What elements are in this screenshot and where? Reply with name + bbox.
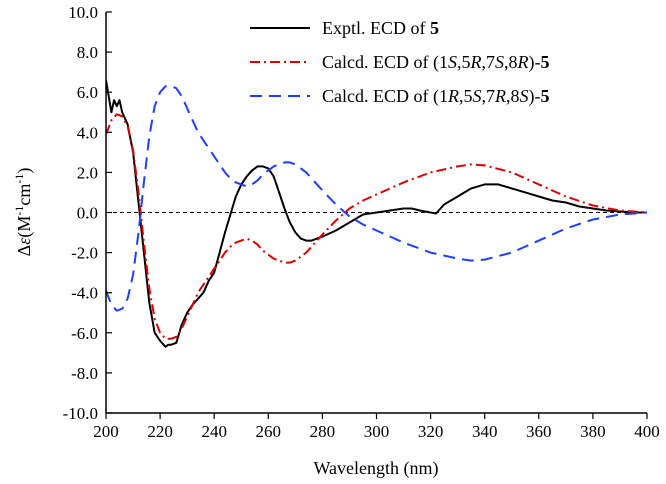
y-axis-title-sup1: -1 xyxy=(12,206,26,216)
y-axis-title-unit: (M xyxy=(14,216,35,238)
legend-label-part: 5 xyxy=(540,52,549,72)
x-tick-label: 260 xyxy=(256,422,282,441)
legend-label-part: S xyxy=(519,86,528,106)
y-tick-label: 6.0 xyxy=(77,83,98,102)
y-axis-title-epsilon: ε xyxy=(14,237,34,245)
y-tick-label: 10.0 xyxy=(68,3,98,22)
series-line-3 xyxy=(106,85,647,312)
y-tick-label: -2.0 xyxy=(71,244,98,263)
y-tick-label: -8.0 xyxy=(71,364,98,383)
y-tick-label: 8.0 xyxy=(77,43,98,62)
legend-label-part: ,5 xyxy=(459,86,473,106)
legend-label-part: S xyxy=(495,52,504,72)
legend-label-part: ,7 xyxy=(481,52,495,72)
legend-label-1: Exptl. ECD of 5 xyxy=(322,18,439,38)
x-tick-label: 360 xyxy=(526,422,552,441)
x-tick-label: 240 xyxy=(201,422,227,441)
y-axis-title-prefix: Δ xyxy=(14,245,34,257)
legend-label-part: ,8 xyxy=(504,52,518,72)
legend-label-part: R xyxy=(494,86,506,106)
x-tick-label: 300 xyxy=(364,422,390,441)
series-line-2 xyxy=(106,113,647,340)
legend-label-part: S xyxy=(472,86,481,106)
legend-label-2: Calcd. ECD of (1S,5R,7S,8R)-5 xyxy=(322,52,549,73)
x-tick-label: 340 xyxy=(472,422,498,441)
y-tick-label: 4.0 xyxy=(77,123,98,142)
legend-label-part: Calcd. ECD of (1 xyxy=(322,52,448,73)
legend-label-part: ,8 xyxy=(506,86,520,106)
y-tick-label: -4.0 xyxy=(71,284,98,303)
y-axis-title-sup2: -1 xyxy=(12,174,26,184)
x-axis-title: Wavelength (nm) xyxy=(313,458,438,479)
y-axis-title-cm: cm xyxy=(14,184,34,206)
legend-label-3: Calcd. ECD of (1R,5S,7R,8S)-5 xyxy=(322,86,549,107)
y-tick-label: -6.0 xyxy=(71,324,98,343)
y-axis-title-close: ) xyxy=(14,168,35,174)
legend-label-part: S xyxy=(448,52,457,72)
legend-label-part: 5 xyxy=(430,18,439,38)
y-tick-label: -10.0 xyxy=(63,404,98,423)
y-axis-title: Δε(M-1cm-1) xyxy=(12,168,35,257)
legend-label-part: )- xyxy=(528,86,540,107)
legend-label-part: R xyxy=(447,86,459,106)
legend-label-part: Calcd. ECD of (1 xyxy=(322,86,448,107)
legend-label-part: R xyxy=(516,52,528,72)
x-tick-label: 400 xyxy=(634,422,660,441)
y-tick-label: 0.0 xyxy=(77,204,98,223)
legend-label-part: 5 xyxy=(540,86,549,106)
series-line-1 xyxy=(106,80,647,348)
legend-label-part: )- xyxy=(528,52,540,73)
x-tick-label: 280 xyxy=(310,422,336,441)
legend-label-part: R xyxy=(469,52,481,72)
x-tick-label: 200 xyxy=(93,422,119,441)
x-tick-label: 220 xyxy=(147,422,173,441)
legend-label-part: Exptl. ECD of xyxy=(322,18,430,38)
y-tick-label: 2.0 xyxy=(77,163,98,182)
x-tick-label: 380 xyxy=(580,422,606,441)
x-tick-label: 320 xyxy=(418,422,444,441)
legend-label-part: ,7 xyxy=(481,86,495,106)
legend-label-part: ,5 xyxy=(457,52,471,72)
